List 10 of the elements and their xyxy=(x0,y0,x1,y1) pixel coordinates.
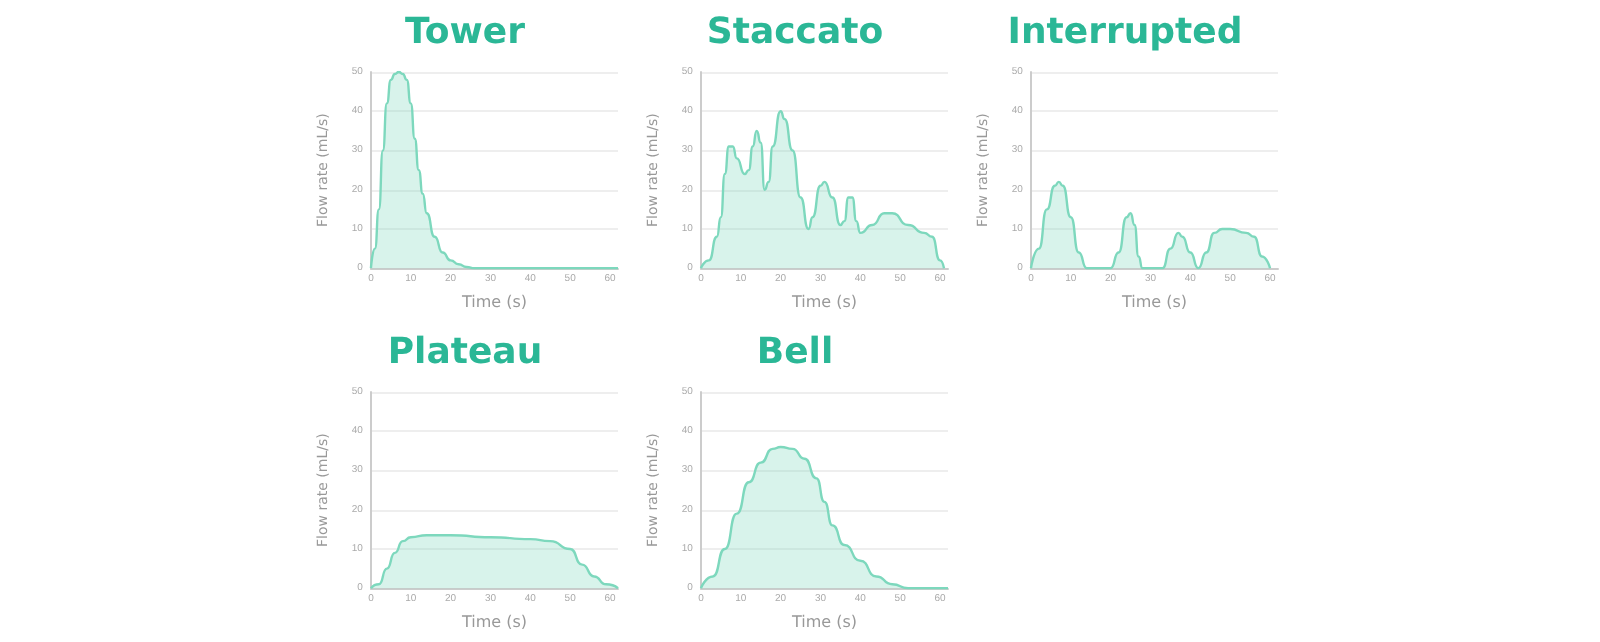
x-axis-title: Time (s) xyxy=(459,293,527,311)
x-axis-title: Time (s) xyxy=(789,293,857,311)
chart-title: Staccato xyxy=(706,11,884,53)
chart-title: Tower xyxy=(405,11,526,53)
x-axis-title: Time (s) xyxy=(1119,293,1187,311)
chart-title: Plateau xyxy=(387,331,543,373)
x-axis-title: Time (s) xyxy=(789,613,857,631)
chart-title: Bell xyxy=(756,331,834,373)
chart-title: Interrupted xyxy=(1007,11,1243,53)
x-axis-title: Time (s) xyxy=(459,613,527,631)
